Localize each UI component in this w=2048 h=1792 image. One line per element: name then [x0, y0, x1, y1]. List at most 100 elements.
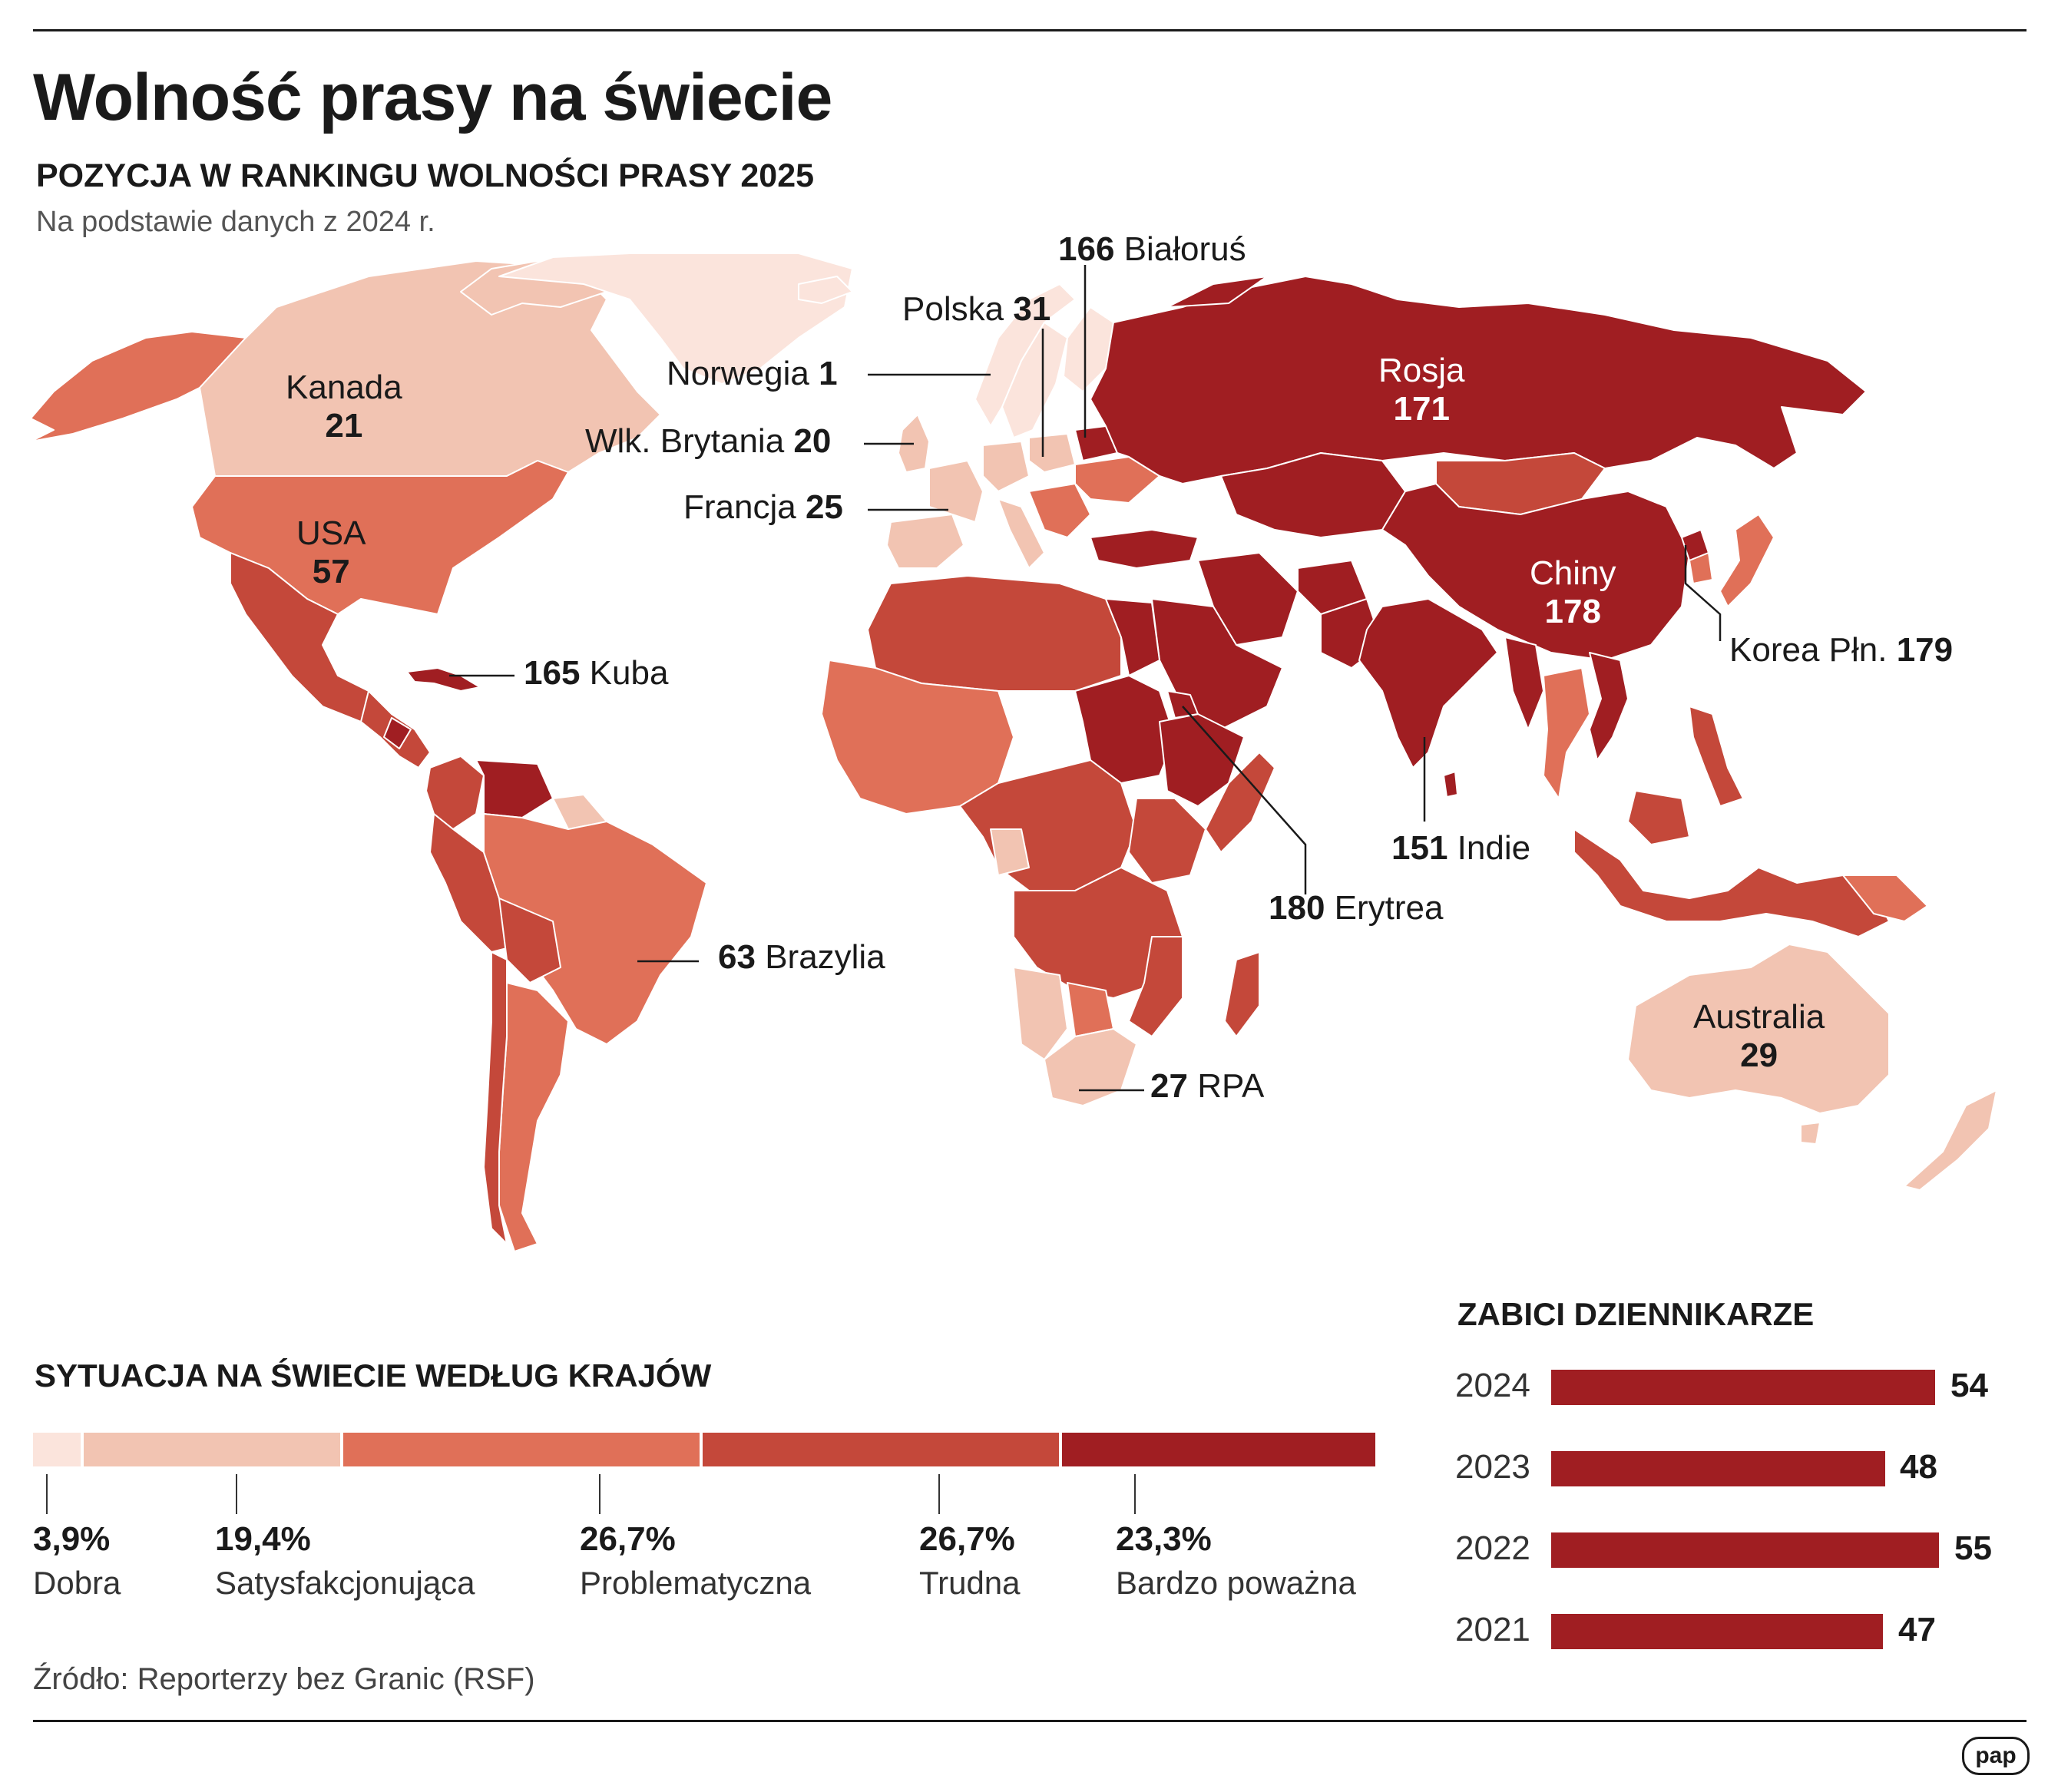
country-hiszpania	[886, 514, 964, 569]
country-kuba	[406, 667, 481, 692]
country-afryka-polnocna	[867, 575, 1122, 692]
cat-bardzo-powazna: Bardzo poważna	[1116, 1565, 1356, 1601]
country-polska	[1028, 433, 1076, 473]
scale-segment-bardzo-powazna	[1062, 1433, 1375, 1466]
year-2024: 2024	[1455, 1367, 1530, 1404]
country-gabon	[990, 828, 1030, 876]
country-kenia	[1128, 798, 1206, 884]
country-filipiny	[1689, 706, 1744, 807]
label-usa: USA 57	[296, 514, 366, 590]
cat-dobra: Dobra	[33, 1565, 121, 1601]
country-indonezja	[1573, 828, 1890, 937]
tick-dobra	[46, 1474, 48, 1514]
country-birma	[1504, 636, 1544, 730]
country-wlochy	[998, 498, 1045, 569]
country-korea-pld	[1689, 552, 1713, 584]
label-rosja: Rosja 171	[1378, 352, 1465, 428]
country-mozambik	[1128, 936, 1183, 1037]
pct-dobra: 3,9%	[33, 1520, 111, 1558]
label-norwegia: Norwegia 1	[667, 355, 838, 392]
label-brazylia: 63 Brazylia	[718, 938, 885, 976]
label-francja: Francja 25	[683, 488, 843, 526]
country-turcja	[1090, 529, 1199, 569]
country-kolumbia	[425, 755, 485, 830]
country-sudan	[1074, 675, 1176, 784]
label-kanada: Kanada 21	[286, 369, 402, 445]
scale-segment-satysfakcjonujaca	[84, 1433, 343, 1466]
country-nikaragua	[383, 717, 412, 749]
country-australia	[1627, 944, 1890, 1114]
scale-segment-problematyczna	[343, 1433, 703, 1466]
label-erytrea: 180 Erytrea	[1269, 889, 1444, 927]
bar-2022	[1551, 1532, 1939, 1568]
country-balkany	[1028, 483, 1091, 538]
world-map	[30, 253, 1997, 1252]
tick-satysfakcjonujaca	[236, 1474, 237, 1514]
country-boliwia	[498, 898, 561, 984]
country-wenezuela	[475, 759, 554, 818]
pap-logo: pap	[1962, 1737, 2030, 1775]
label-wlk-brytania: Wlk. Brytania 20	[585, 422, 832, 460]
pct-bardzo-powazna: 23,3%	[1116, 1520, 1212, 1558]
country-namibia	[1013, 967, 1068, 1060]
country-usa	[191, 460, 569, 615]
year-2022: 2022	[1455, 1529, 1530, 1567]
country-malezja	[1627, 790, 1690, 845]
label-korea-pln: Korea Płn. 179	[1729, 631, 1954, 669]
scale-segment-trudna	[703, 1433, 1062, 1466]
cat-problematyczna: Problematyczna	[580, 1565, 812, 1601]
subtitle: POZYCJA W RANKINGU WOLNOŚCI PRASY 2025	[36, 157, 815, 194]
country-madagaskar	[1224, 951, 1260, 1037]
tick-problematyczna	[599, 1474, 601, 1514]
cat-satysfakcjonujaca: Satysfakcjonująca	[215, 1565, 475, 1601]
country-erytrea	[1166, 690, 1199, 719]
value-2021: 47	[1898, 1611, 1936, 1648]
country-nowa-zelandia	[1904, 1089, 1997, 1191]
value-2022: 55	[1954, 1529, 1992, 1567]
bar-2023	[1551, 1451, 1885, 1486]
country-alaska	[30, 331, 246, 442]
country-rpa	[1044, 1028, 1137, 1106]
country-japonia	[1719, 514, 1775, 607]
country-rosja-wyspy	[1166, 276, 1268, 308]
country-szwecja	[1001, 322, 1068, 438]
top-rule	[33, 29, 2026, 31]
country-tasmania	[1800, 1122, 1821, 1145]
label-chiny: Chiny 178	[1530, 554, 1616, 630]
country-wietnam	[1589, 652, 1629, 761]
country-papua	[1842, 875, 1928, 922]
leader-korea	[1684, 545, 1722, 641]
country-grenlandia	[498, 253, 853, 385]
country-argentyna	[498, 982, 569, 1252]
pct-problematyczna: 26,7%	[580, 1520, 676, 1558]
page-title: Wolność prasy na świecie	[33, 61, 832, 134]
label-bialorus: 166 Białoruś	[1058, 230, 1246, 268]
year-2023: 2023	[1455, 1448, 1530, 1486]
cat-trudna: Trudna	[919, 1565, 1021, 1601]
label-australia: Australia 29	[1693, 998, 1825, 1074]
country-chile	[483, 951, 508, 1245]
bottom-rule	[33, 1720, 2026, 1722]
leader-erytrea	[1182, 706, 1307, 894]
bar-2021	[1551, 1614, 1883, 1649]
pct-satysfakcjonujaca: 19,4%	[215, 1520, 311, 1558]
country-francja	[928, 460, 984, 523]
country-indie	[1358, 598, 1498, 769]
country-chiny	[1381, 483, 1690, 661]
situation-scale	[33, 1433, 1375, 1466]
country-botswana	[1067, 982, 1114, 1037]
label-rpa: 27 RPA	[1150, 1067, 1265, 1105]
country-islandia	[798, 276, 853, 304]
scale-segment-dobra	[33, 1433, 84, 1466]
situation-heading: SYTUACJA NA ŚWIECIE WEDŁUG KRAJÓW	[35, 1357, 712, 1394]
country-tajlandia	[1543, 667, 1590, 799]
pct-trudna: 26,7%	[919, 1520, 1015, 1558]
country-rosja	[1090, 276, 1867, 484]
country-egipt	[1105, 598, 1160, 676]
value-2024: 54	[1950, 1367, 1988, 1404]
country-sri-lanka	[1443, 771, 1458, 798]
value-2023: 48	[1900, 1448, 1937, 1486]
label-indie: 151 Indie	[1391, 829, 1531, 867]
tick-trudna	[938, 1474, 940, 1514]
source-note: Źródło: Reporterzy bez Granic (RSF)	[33, 1662, 535, 1696]
